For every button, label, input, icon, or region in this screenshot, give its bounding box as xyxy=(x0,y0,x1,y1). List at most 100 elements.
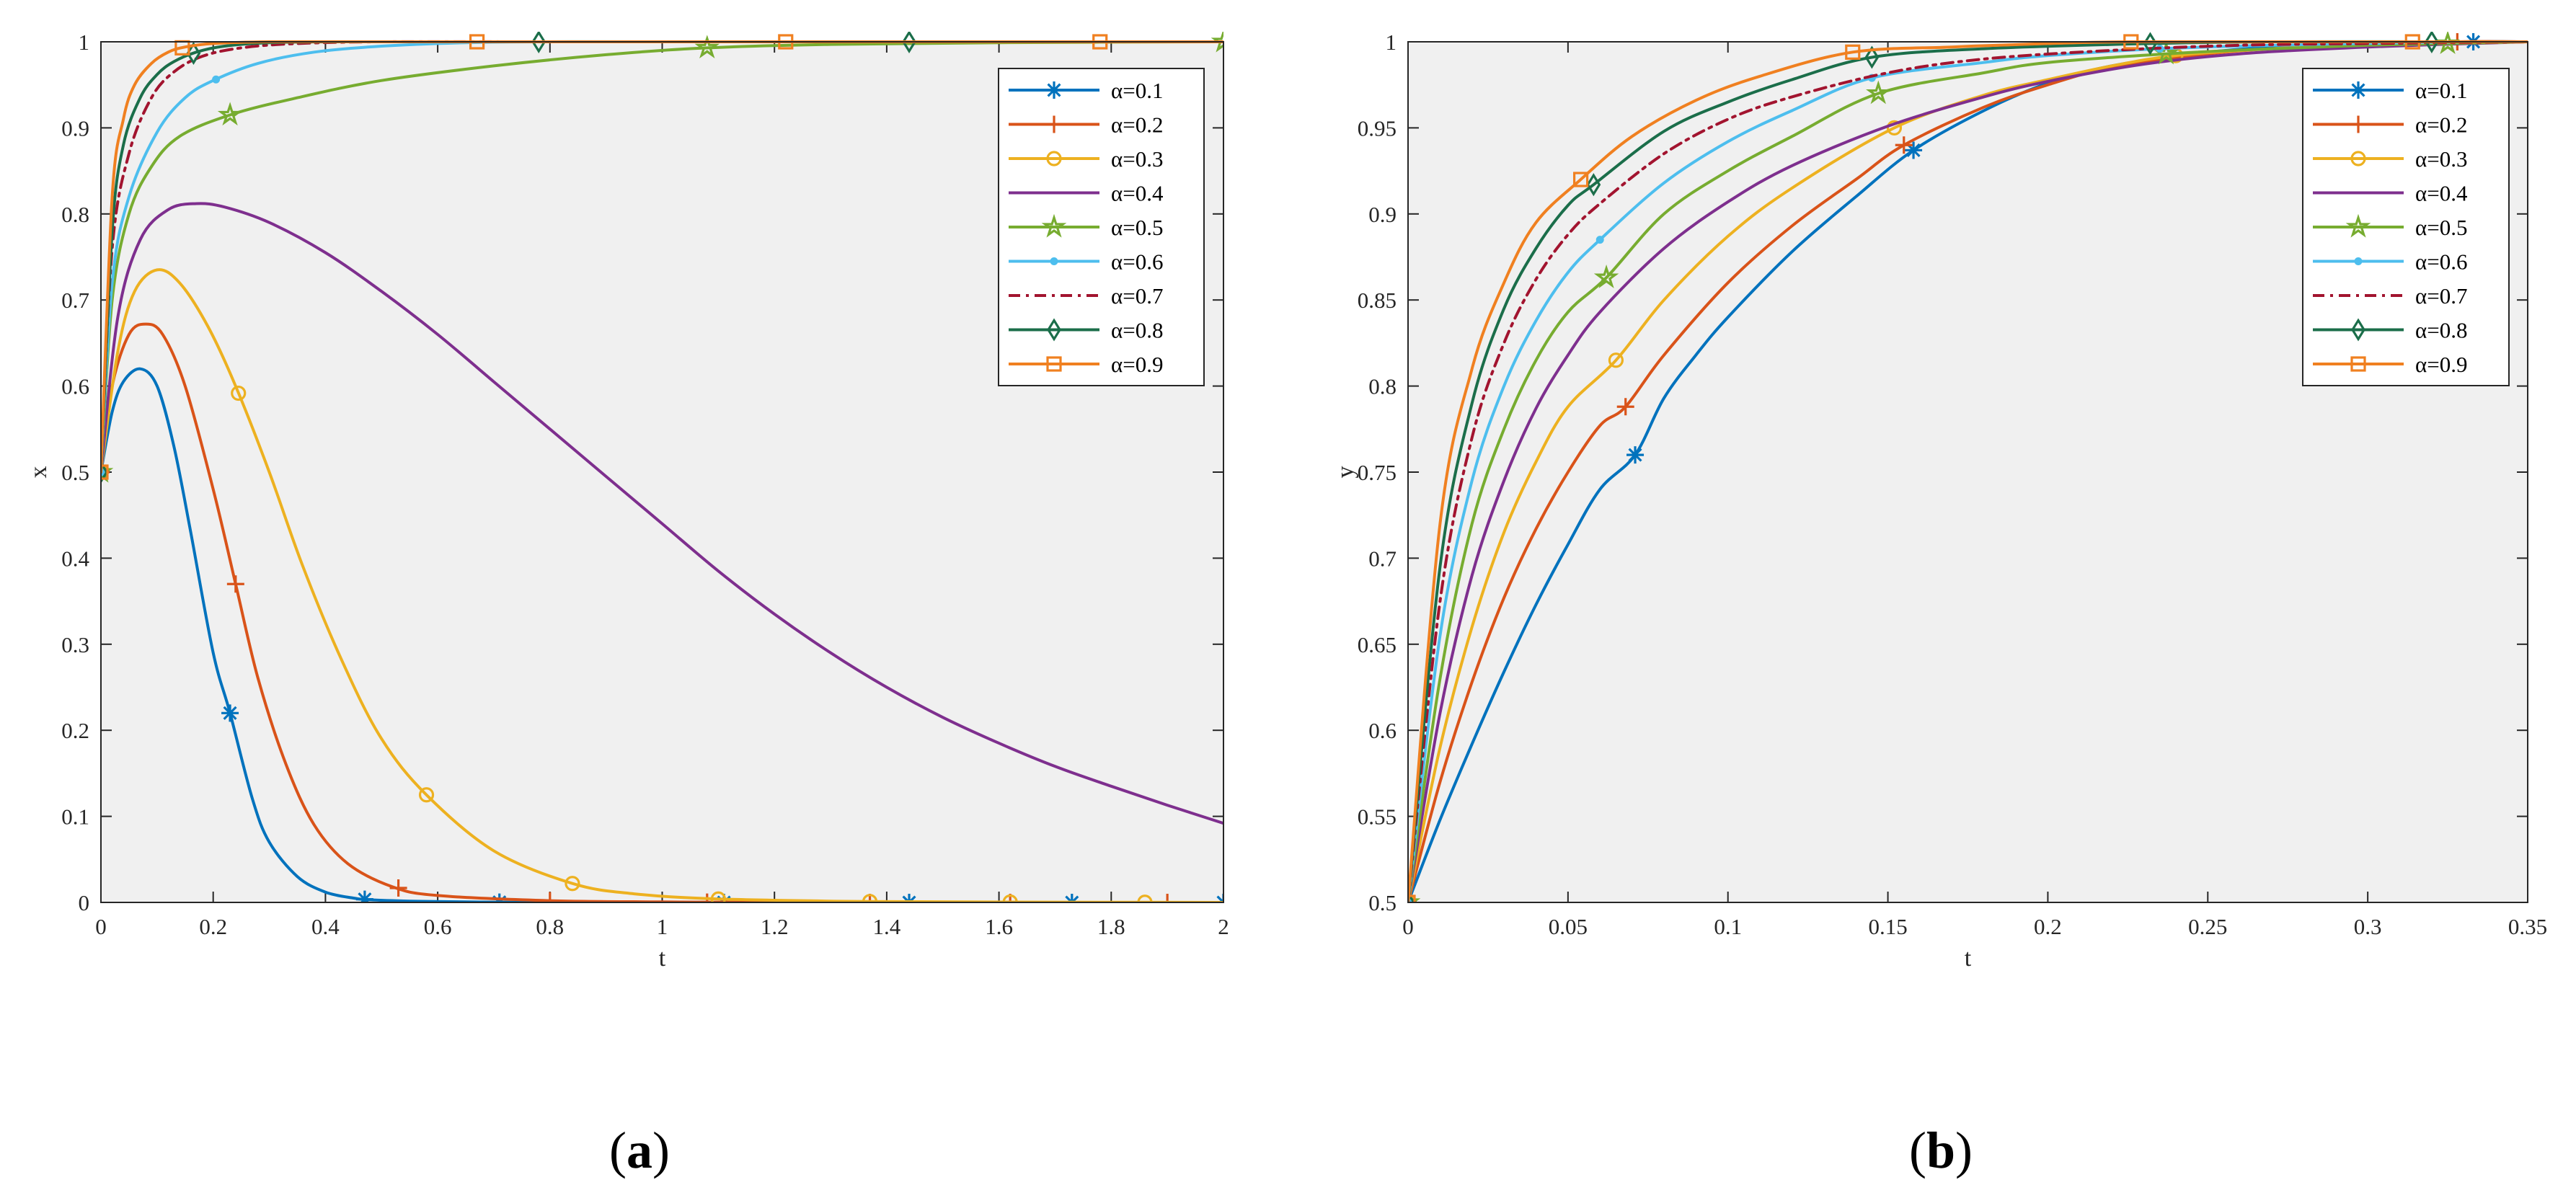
y-tick-label: 0.4 xyxy=(61,546,89,571)
legend-marker xyxy=(1050,257,1058,265)
legend-label: α=0.3 xyxy=(1111,146,1163,172)
series-marker xyxy=(101,460,108,484)
legend-label: α=0.7 xyxy=(1111,283,1163,308)
legend-marker xyxy=(1041,213,1067,238)
series-marker xyxy=(1408,890,1415,902)
legend-label: α=0.8 xyxy=(2415,318,2467,343)
panel-label-paren: ) xyxy=(652,1122,670,1179)
series-line xyxy=(1408,40,2528,902)
series-marker xyxy=(902,32,916,54)
legend-label: α=0.1 xyxy=(2415,78,2467,103)
series-marker xyxy=(1905,141,1923,159)
x-axis-label: t xyxy=(659,945,666,972)
x-tick-label: 0 xyxy=(1402,914,1414,939)
series-line xyxy=(101,202,1223,825)
y-tick-label: 0.5 xyxy=(1368,890,1397,915)
series-marker xyxy=(531,32,546,54)
legend-marker xyxy=(1046,151,1062,166)
series-marker xyxy=(862,894,878,902)
series-marker xyxy=(1608,352,1624,368)
panel-a: 0 0.2 0.4 0.6 0.8 1 1.2 1.4 1.6 1.8 2 0 0.1 0.2 0.3 0.4… xyxy=(25,30,1229,1179)
x-tick-label: 0.4 xyxy=(311,914,340,939)
x-tick-label: 0.1 xyxy=(1714,914,1742,939)
y-tick-label: 0.85 xyxy=(1358,288,1397,313)
x-tick-label: 0.6 xyxy=(424,914,452,939)
series-marker xyxy=(1593,265,1619,288)
y-tick-label: 0.9 xyxy=(1368,202,1397,227)
legend-marker xyxy=(2350,115,2367,133)
legend-marker xyxy=(1047,318,1061,342)
series-marker xyxy=(861,894,879,902)
x-tick-label: 0.35 xyxy=(2508,914,2547,939)
legend-label: α=0.8 xyxy=(1111,318,1163,343)
series-marker xyxy=(212,75,221,84)
series-line xyxy=(101,40,1223,474)
legend-label: α=0.6 xyxy=(2415,249,2467,275)
y-tick-label: 0.55 xyxy=(1358,804,1397,830)
legend-marker xyxy=(2351,318,2365,342)
legend-marker xyxy=(2345,213,2371,238)
series-line xyxy=(1408,40,2528,902)
y-tick-label: 0 xyxy=(79,890,90,915)
panel-label: (b) xyxy=(1909,1122,1973,1179)
legend-label: α=0.2 xyxy=(2415,112,2467,138)
panel-label-paren: ( xyxy=(609,1122,627,1179)
x-axis-label: t xyxy=(1965,945,1972,972)
legend-marker xyxy=(2350,151,2366,166)
series-marker xyxy=(1616,398,1634,416)
series-line xyxy=(101,322,1223,902)
legend: α=0.1 α=0.2 α=0.3 α=0.4 α=0.5 α=0.6 α=0.7 α=0.8… xyxy=(2302,68,2510,386)
series-marker xyxy=(1845,44,1861,60)
series-marker xyxy=(1210,32,1223,53)
y-tick-label: 0.95 xyxy=(1358,115,1397,141)
x-tick-label: 0.8 xyxy=(536,914,564,939)
legend-label: α=0.9 xyxy=(2415,352,2467,377)
x-tick-label: 1.4 xyxy=(873,914,901,939)
series-layer xyxy=(1408,32,2528,902)
series-marker xyxy=(2425,32,2439,54)
y-tick-label: 0.65 xyxy=(1358,632,1397,657)
series-marker xyxy=(541,892,559,902)
series-marker xyxy=(694,35,720,59)
legend-label: α=0.5 xyxy=(1111,215,1163,240)
panel-label-paren: ( xyxy=(1909,1122,1926,1179)
y-tick-label: 1 xyxy=(1386,30,1397,55)
series-marker xyxy=(101,464,109,480)
legend-label: α=0.7 xyxy=(2415,283,2467,308)
series-marker xyxy=(418,787,435,803)
series-marker xyxy=(231,385,247,401)
y-tick-label: 1 xyxy=(79,30,90,55)
series-marker xyxy=(1626,446,1645,464)
panel-label-paren: ) xyxy=(1955,1122,1973,1179)
x-tick-label: 0.3 xyxy=(2354,914,2382,939)
y-tick-label: 0.1 xyxy=(61,804,89,830)
legend-label: α=0.4 xyxy=(2415,181,2468,206)
legend-marker xyxy=(1045,81,1063,99)
y-tick-label: 0.5 xyxy=(61,460,89,485)
panel-label-letter: b xyxy=(1926,1122,1955,1179)
x-tick-label: 2 xyxy=(1218,914,1229,939)
y-tick-label: 0.3 xyxy=(61,632,89,657)
legend-marker xyxy=(1046,356,1062,372)
y-tick-label: 0.7 xyxy=(1368,546,1397,571)
series-line xyxy=(1408,40,2528,902)
legend-label: α=0.4 xyxy=(1111,181,1164,206)
legend-label: α=0.5 xyxy=(2415,215,2467,240)
legend: α=0.1 α=0.2 α=0.3 α=0.4 α=0.5 α=0.6 α=0.7 α=0.8… xyxy=(998,68,1205,386)
series-marker xyxy=(221,704,239,722)
y-tick-label: 0.8 xyxy=(61,202,89,227)
legend-label: α=0.3 xyxy=(2415,146,2467,172)
panel-b: 0 0.05 0.1 0.15 0.2 0.25 0.3 0.35 0.5 0.55 0.6 0.65… xyxy=(1332,30,2547,1179)
y-tick-label: 0.2 xyxy=(61,718,89,743)
series-marker xyxy=(1866,80,1891,105)
series-marker xyxy=(565,876,580,892)
x-tick-label: 0.15 xyxy=(1868,914,1907,939)
x-tick-label: 1.8 xyxy=(1097,914,1125,939)
legend-marker xyxy=(2350,81,2367,99)
legend-marker xyxy=(1045,115,1063,133)
legend-marker xyxy=(2354,257,2363,265)
legend-label: α=0.9 xyxy=(1111,352,1163,377)
series-marker xyxy=(1886,120,1903,136)
x-tick-label: 0.2 xyxy=(199,914,227,939)
